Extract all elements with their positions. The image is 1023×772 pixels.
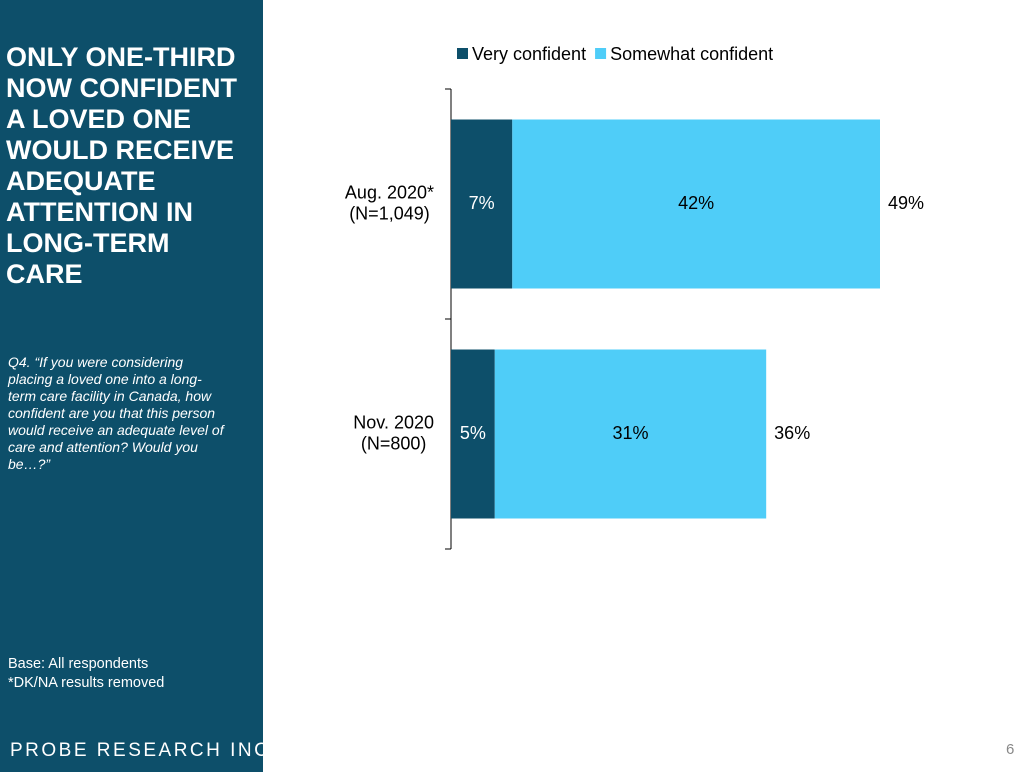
- question-line: placing a loved one into a long-: [8, 371, 202, 387]
- total-label: 36%: [774, 423, 810, 443]
- category-label-line: Nov. 2020: [353, 412, 434, 432]
- slide-title: ONLY ONE-THIRD NOW CONFIDENT A LOVED ONE WO…: [6, 42, 237, 290]
- bar-segment: [512, 119, 880, 289]
- title-line: WOULD RECEIVE: [6, 135, 235, 165]
- category-label-line: (N=1,049): [349, 203, 430, 223]
- question-line: Q4. “If you were considering: [8, 354, 184, 370]
- value-label: 31%: [612, 423, 648, 443]
- bar-segment: [451, 349, 495, 519]
- question-line: would receive an adequate level of: [8, 422, 224, 438]
- bar-segment: [451, 119, 513, 289]
- title-line: ATTENTION IN: [6, 197, 193, 227]
- value-label: 5%: [460, 423, 486, 443]
- note-line: Base: All respondents: [8, 656, 149, 672]
- note-line: *DK/NA results removed: [8, 675, 165, 691]
- title-line: LONG-TERM: [6, 228, 170, 258]
- question-line: term care facility in Canada, how: [8, 388, 212, 404]
- value-label: 7%: [469, 193, 495, 213]
- question: Q4. “If you were considering placing a lo…: [8, 354, 224, 473]
- bar-segment: [494, 349, 767, 519]
- question-line: confident are you that this person: [8, 405, 216, 421]
- question-line: care and attention? Would you: [8, 439, 198, 455]
- question-line: be…?”: [8, 456, 51, 472]
- notes: Base: All respondents *DK/NA results remo…: [8, 655, 164, 693]
- title-line: CARE: [6, 259, 83, 289]
- title-line: A LOVED ONE: [6, 104, 192, 134]
- legend-swatch: [457, 48, 468, 59]
- title-line: ONLY ONE-THIRD: [6, 42, 236, 72]
- title-line: ADEQUATE: [6, 166, 156, 196]
- category-label: Nov. 2020 (N=800): [353, 412, 434, 453]
- category-label-line: Aug. 2020*: [345, 182, 434, 202]
- logo: PROBE RESEARCH INC.: [10, 740, 279, 761]
- category-label-line: (N=800): [361, 433, 427, 453]
- total-label: 49%: [888, 193, 924, 213]
- legend-swatch: [595, 48, 607, 59]
- page-number: 6: [1006, 741, 1015, 758]
- value-label: 42%: [678, 193, 714, 213]
- category-label: Aug. 2020* (N=1,049): [345, 182, 434, 223]
- title-line: NOW CONFIDENT: [6, 73, 237, 103]
- legend-label: Somewhat confident: [610, 44, 773, 64]
- legend-label: Very confident: [472, 44, 586, 64]
- sidebar: ONLY ONE-THIRD NOW CONFIDENT A LOVED ONE WO…: [0, 0, 276, 772]
